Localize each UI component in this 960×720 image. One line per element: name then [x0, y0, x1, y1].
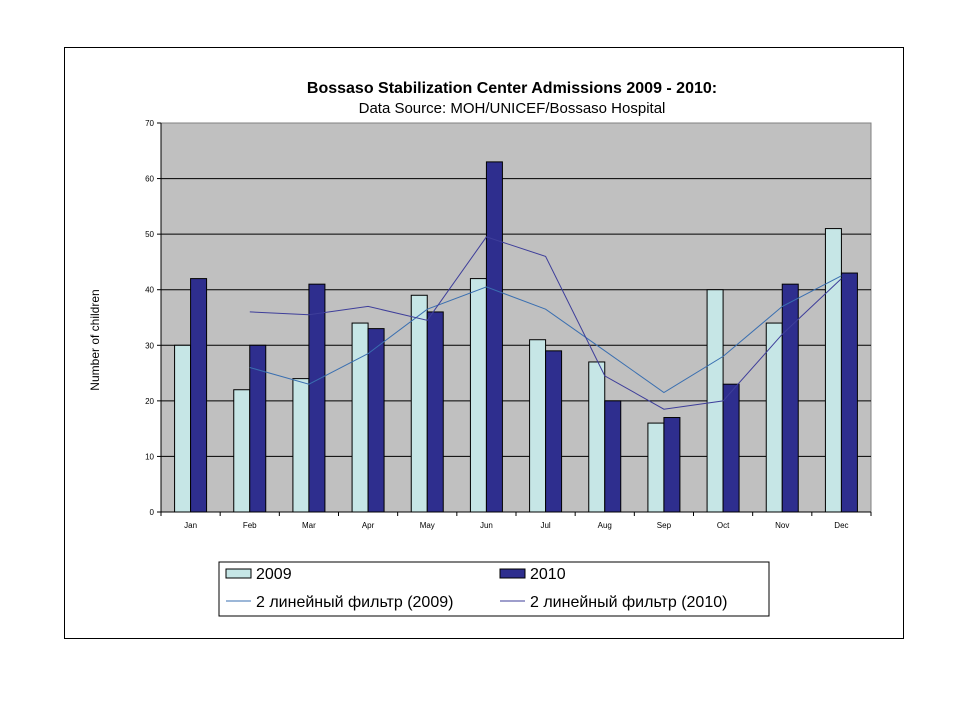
x-tick-label-Apr: Apr [362, 521, 375, 530]
y-tick-label: 30 [145, 341, 154, 350]
bar-2009-Jan [174, 344, 192, 513]
bar-2010-Apr [367, 328, 385, 513]
bar-2010-Mar [308, 283, 326, 513]
legend-swatch-2009 [225, 568, 252, 579]
x-tick-label-Aug: Aug [598, 521, 612, 530]
legend-label-2010: 2010 [530, 566, 566, 583]
legend-label-2009: 2009 [256, 566, 292, 583]
bar-2010-Oct [722, 383, 740, 513]
bar-2010-Sep [663, 417, 681, 513]
y-tick-label: 40 [145, 286, 154, 295]
bar-2009-Apr [351, 322, 369, 513]
legend-label-trend-2010: 2 линейный фильтр (2010) [530, 594, 727, 611]
x-tick-label-Feb: Feb [243, 521, 257, 530]
bar-2009-Mar [292, 378, 310, 513]
bar-2009-Jul [529, 339, 547, 513]
chart-subtitle: Data Source: MOH/UNICEF/Bossaso Hospital [359, 100, 666, 117]
x-tick-label-Jan: Jan [184, 521, 197, 530]
y-tick-label: 70 [145, 119, 154, 128]
bar-2009-Aug [588, 361, 606, 513]
x-tick-label-Sep: Sep [657, 521, 672, 530]
y-tick-label: 60 [145, 175, 154, 184]
legend: 2009 2010 2 линейный фильтр (2009) 2 лин… [218, 561, 770, 617]
chart-title: Bossaso Stabilization Center Admissions … [307, 80, 717, 97]
bar-2010-Aug [604, 400, 622, 513]
bar-2009-Nov [765, 322, 783, 513]
bar-2010-Jul [545, 350, 563, 513]
bar-2009-May [410, 294, 428, 513]
plot-area [160, 122, 872, 513]
bar-2010-Feb [249, 344, 267, 513]
chart-frame: Bossaso Stabilization Center Admissions … [64, 47, 904, 639]
bar-2009-Jun [469, 278, 487, 513]
x-tick-label-Nov: Nov [775, 521, 789, 530]
axes: 0 10 20 30 40 50 60 70 Jan Feb Mar Apr May Jun Jul Aug S… [145, 119, 872, 530]
x-tick-label-Oct: Oct [717, 521, 730, 530]
x-tick-label-Dec: Dec [834, 521, 848, 530]
legend-label-trend-2009: 2 линейный фильтр (2009) [256, 594, 453, 611]
bar-2010-Jan [190, 278, 208, 513]
trendline-1 [249, 236, 842, 410]
trendline-0 [249, 275, 842, 394]
bar-2010-Jun [485, 161, 503, 513]
y-tick-label: 0 [150, 508, 155, 517]
bar-2010-Nov [781, 283, 799, 513]
bar-2010-Dec [840, 272, 858, 513]
bar-2009-Sep [647, 422, 665, 513]
legend-swatch-2010 [499, 568, 526, 579]
x-tick-label-May: May [420, 521, 435, 530]
x-tick-label-Jul: Jul [540, 521, 550, 530]
x-tick-label-Mar: Mar [302, 521, 316, 530]
bar-2009-Feb [233, 389, 251, 513]
bar-2010-May [426, 311, 444, 513]
trendlines [249, 236, 842, 410]
bar-2009-Dec [824, 228, 842, 513]
y-tick-label: 50 [145, 230, 154, 239]
legend-box [218, 561, 770, 617]
chart-svg: Bossaso Stabilization Center Admissions … [88, 80, 872, 617]
y-tick-label: 10 [145, 452, 154, 461]
gridlines [161, 178, 871, 457]
y-axis-label: Number of children [88, 289, 102, 390]
bars [174, 161, 858, 513]
y-tick-label: 20 [145, 397, 154, 406]
x-tick-label-Jun: Jun [480, 521, 493, 530]
